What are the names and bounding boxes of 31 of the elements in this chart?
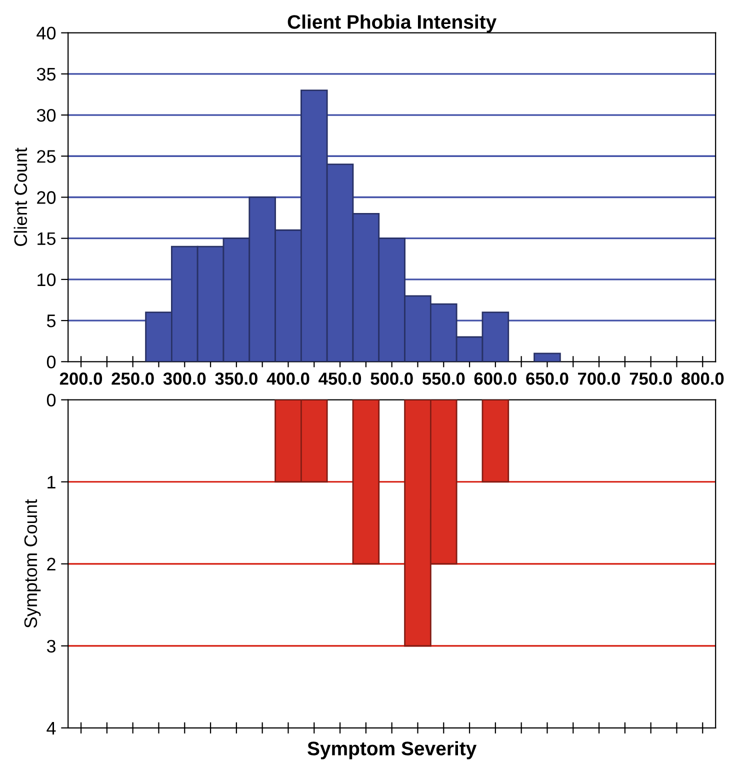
y-tick-label: 35: [36, 68, 56, 81]
x-tick-label: 800.0: [681, 372, 724, 385]
x-tick-label: 550.0: [422, 372, 465, 385]
x-tick-label: 250.0: [112, 372, 154, 385]
x-axis-title: Symptom Severity: [308, 741, 477, 760]
y-tick-label: 30: [36, 108, 56, 122]
x-tick-label: 650.0: [526, 372, 568, 385]
x-tick-label: 750.0: [630, 372, 672, 385]
y-tick-label: 1: [48, 476, 56, 488]
y-tick-label: 15: [38, 232, 56, 246]
y-tick-label: 25: [37, 150, 56, 163]
x-tick-label: 600.0: [474, 372, 516, 385]
y-tick-label: 5: [46, 314, 56, 328]
y-tick-label: 10: [38, 273, 56, 286]
y-tick-label: 3: [46, 640, 56, 653]
y-axis-title: Client Count: [14, 148, 28, 246]
x-tick-label: 700.0: [578, 372, 620, 385]
y-tick-label: 0: [46, 394, 56, 407]
chart-title: Client Phobia Intensity: [288, 14, 497, 33]
x-tick-label: 400.0: [266, 372, 310, 385]
x-tick-label: 300.0: [163, 372, 206, 385]
y-tick-label: 4: [46, 722, 56, 734]
y-tick-label: 40: [36, 26, 56, 40]
x-tick-label: 500.0: [370, 372, 413, 385]
x-tick-label: 450.0: [318, 372, 362, 385]
y-tick-label: 0: [46, 356, 56, 368]
y-tick-label: 2: [47, 558, 56, 570]
y-axis-title: Symptom Count: [24, 499, 41, 628]
y-tick-label: 20: [37, 191, 56, 204]
x-tick-label: 200.0: [60, 372, 102, 385]
x-tick-label: 350.0: [215, 372, 258, 385]
